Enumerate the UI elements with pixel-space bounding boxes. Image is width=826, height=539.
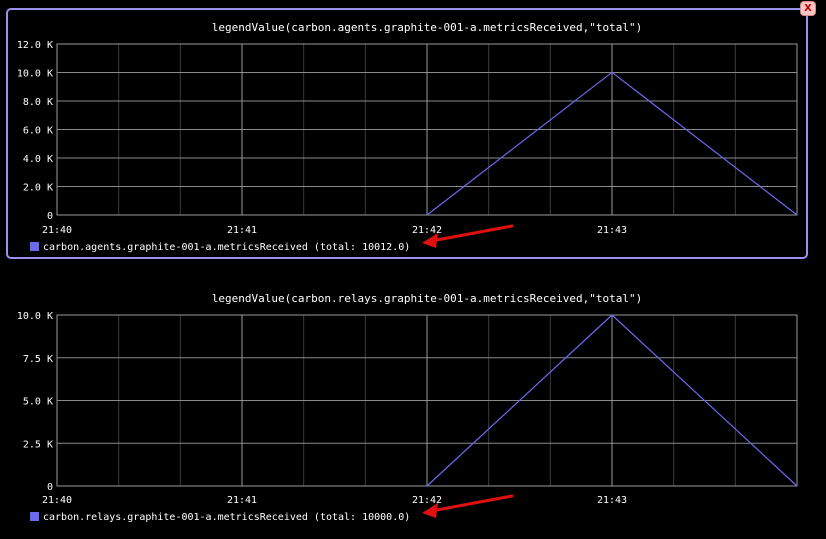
y-tick-label: 0 — [47, 211, 53, 222]
y-tick-label: 7.5 K — [23, 354, 53, 365]
red-arrow-shaft — [432, 494, 514, 512]
x-tick-label: 21:40 — [42, 225, 72, 236]
red-arrow-shaft — [432, 224, 514, 242]
x-tick-label: 21:42 — [412, 495, 442, 506]
y-tick-label: 10.0 K — [17, 69, 53, 80]
legend-swatch — [30, 242, 39, 251]
y-tick-label: 5.0 K — [23, 397, 53, 408]
series-line — [426, 314, 798, 487]
y-tick-label: 0 — [47, 482, 53, 493]
chart-2: legendValue(carbon.relays.graphite-001-a… — [17, 292, 798, 523]
chart-1: legendValue(carbon.agents.graphite-001-a… — [17, 21, 798, 253]
legend-label: carbon.agents.graphite-001-a.metricsRece… — [43, 242, 410, 253]
chart-title: legendValue(carbon.relays.graphite-001-a… — [212, 292, 642, 305]
red-arrow-head — [422, 233, 438, 248]
close-graph-button[interactable]: X — [800, 1, 816, 16]
selected-graph-frame[interactable] — [6, 8, 808, 259]
x-tick-label: 21:40 — [42, 495, 72, 506]
y-tick-label: 2.5 K — [23, 439, 53, 450]
y-tick-label: 8.0 K — [23, 97, 53, 108]
legend-label: carbon.relays.graphite-001-a.metricsRece… — [43, 512, 410, 523]
x-tick-label: 21:41 — [227, 495, 257, 506]
y-tick-label: 10.0 K — [17, 311, 53, 322]
x-tick-label: 21:43 — [597, 225, 627, 236]
red-arrow-head — [422, 503, 438, 518]
x-tick-label: 21:43 — [597, 495, 627, 506]
y-tick-label: 2.0 K — [23, 183, 53, 194]
chart-title: legendValue(carbon.agents.graphite-001-a… — [212, 21, 642, 34]
legend-swatch — [30, 512, 39, 521]
y-tick-label: 6.0 K — [23, 126, 53, 137]
x-tick-label: 21:42 — [412, 225, 442, 236]
x-tick-label: 21:41 — [227, 225, 257, 236]
y-tick-label: 4.0 K — [23, 154, 53, 165]
y-tick-label: 12.0 K — [17, 40, 53, 51]
series-line — [426, 71, 798, 216]
